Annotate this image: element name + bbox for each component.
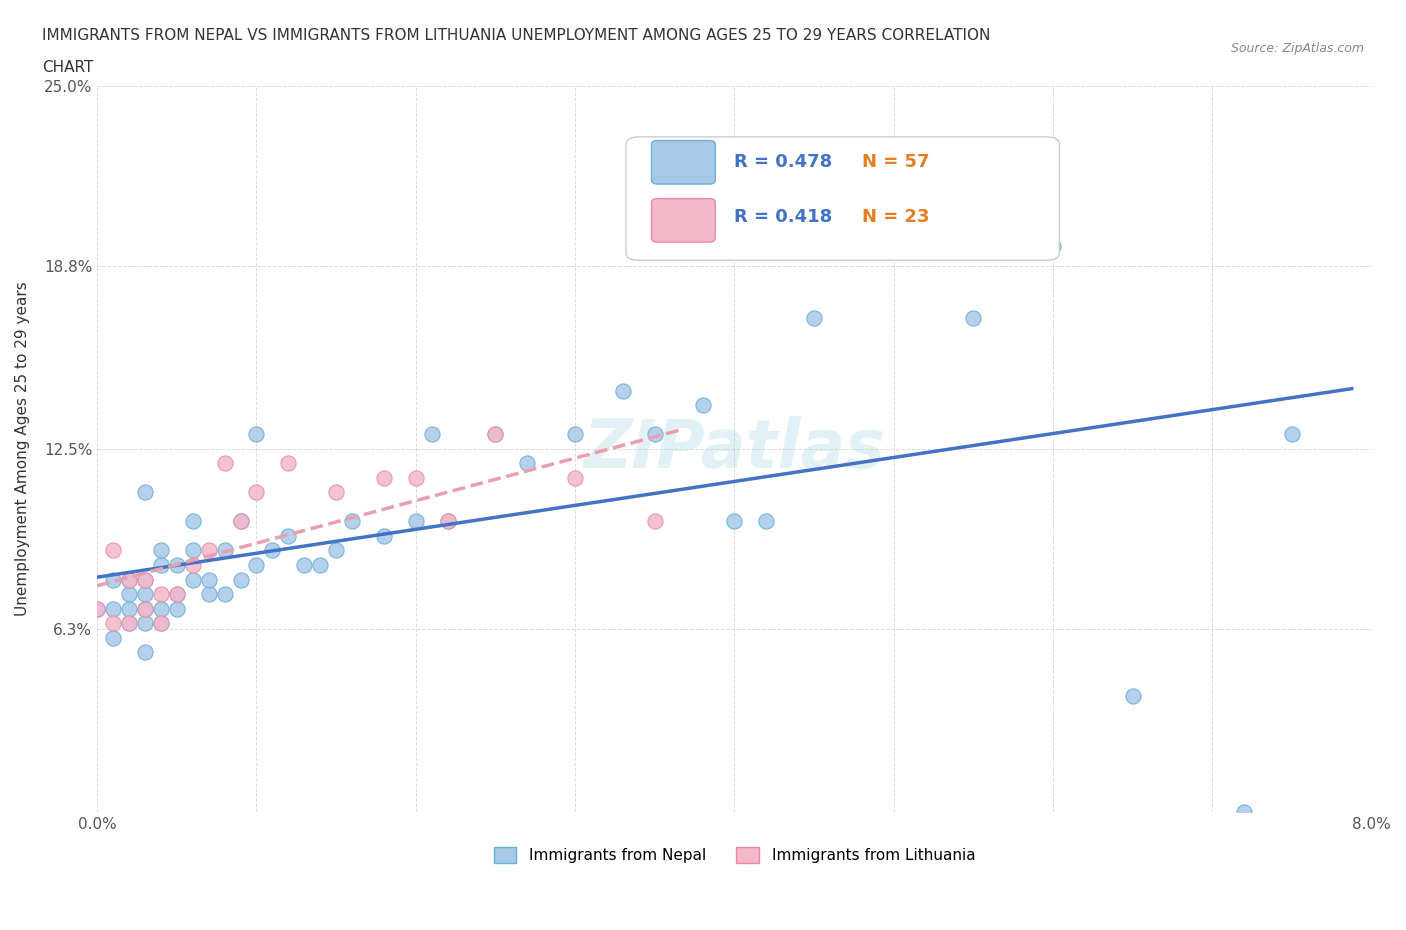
Point xyxy=(405,514,427,529)
Point xyxy=(181,572,204,587)
Point xyxy=(101,616,124,631)
Point xyxy=(1233,804,1256,819)
Point xyxy=(197,587,219,602)
Point xyxy=(214,587,236,602)
Point xyxy=(564,427,586,442)
Point xyxy=(149,616,172,631)
Point xyxy=(197,543,219,558)
Point xyxy=(1281,427,1303,442)
Point xyxy=(118,616,141,631)
Text: CHART: CHART xyxy=(42,60,94,75)
Text: Source: ZipAtlas.com: Source: ZipAtlas.com xyxy=(1230,42,1364,55)
Point xyxy=(644,427,666,442)
Point xyxy=(101,601,124,616)
Point xyxy=(118,616,141,631)
Point xyxy=(166,587,188,602)
Point xyxy=(1122,688,1144,703)
Point xyxy=(245,485,267,499)
Point xyxy=(309,558,332,573)
FancyBboxPatch shape xyxy=(626,137,1059,260)
Point xyxy=(197,572,219,587)
Point xyxy=(214,456,236,471)
Point xyxy=(149,587,172,602)
Point xyxy=(149,601,172,616)
Point xyxy=(166,587,188,602)
Point xyxy=(436,514,458,529)
Point xyxy=(883,194,905,209)
Point xyxy=(277,456,299,471)
Point xyxy=(1042,238,1064,253)
Text: N = 57: N = 57 xyxy=(862,153,929,171)
Point xyxy=(101,572,124,587)
Point xyxy=(962,311,984,325)
Point xyxy=(118,572,141,587)
Point xyxy=(134,601,156,616)
Point xyxy=(86,601,108,616)
Point xyxy=(118,601,141,616)
Point xyxy=(134,601,156,616)
Point xyxy=(214,543,236,558)
Point xyxy=(692,398,714,413)
Point xyxy=(166,601,188,616)
Point xyxy=(405,471,427,485)
Text: IMMIGRANTS FROM NEPAL VS IMMIGRANTS FROM LITHUANIA UNEMPLOYMENT AMONG AGES 25 TO: IMMIGRANTS FROM NEPAL VS IMMIGRANTS FROM… xyxy=(42,28,991,43)
Point xyxy=(134,572,156,587)
Point xyxy=(484,427,506,442)
Point xyxy=(755,514,778,529)
Point xyxy=(86,601,108,616)
Legend: Immigrants from Nepal, Immigrants from Lithuania: Immigrants from Nepal, Immigrants from L… xyxy=(488,841,981,870)
Point xyxy=(101,631,124,645)
Point xyxy=(373,471,395,485)
Point xyxy=(516,456,538,471)
Point xyxy=(277,528,299,543)
Point xyxy=(181,543,204,558)
Point xyxy=(229,572,252,587)
Point xyxy=(118,572,141,587)
FancyBboxPatch shape xyxy=(651,140,716,184)
Point xyxy=(181,558,204,573)
Point xyxy=(564,471,586,485)
Point xyxy=(149,558,172,573)
Point xyxy=(134,485,156,499)
Text: R = 0.478: R = 0.478 xyxy=(734,153,832,171)
Text: R = 0.418: R = 0.418 xyxy=(734,207,832,226)
Point xyxy=(149,616,172,631)
Point xyxy=(134,572,156,587)
Point xyxy=(292,558,315,573)
Point xyxy=(134,644,156,659)
Point xyxy=(803,311,825,325)
Point xyxy=(484,427,506,442)
Point xyxy=(245,427,267,442)
Point xyxy=(436,514,458,529)
Text: N = 23: N = 23 xyxy=(862,207,929,226)
Point xyxy=(723,514,745,529)
Point xyxy=(325,543,347,558)
Point xyxy=(166,558,188,573)
Point xyxy=(134,587,156,602)
Text: ZIPatlas: ZIPatlas xyxy=(583,416,886,482)
Point xyxy=(373,528,395,543)
Point xyxy=(262,543,284,558)
FancyBboxPatch shape xyxy=(651,199,716,242)
Point xyxy=(118,587,141,602)
Point xyxy=(134,616,156,631)
Point xyxy=(245,558,267,573)
Point xyxy=(325,485,347,499)
Point xyxy=(229,514,252,529)
Point xyxy=(101,543,124,558)
Point xyxy=(420,427,443,442)
Point xyxy=(229,514,252,529)
Point xyxy=(612,383,634,398)
Point xyxy=(181,514,204,529)
Point xyxy=(340,514,363,529)
Y-axis label: Unemployment Among Ages 25 to 29 years: Unemployment Among Ages 25 to 29 years xyxy=(15,282,30,617)
Point xyxy=(149,543,172,558)
Point xyxy=(644,514,666,529)
